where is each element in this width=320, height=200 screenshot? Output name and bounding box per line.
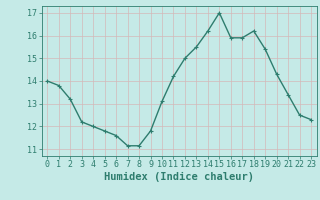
X-axis label: Humidex (Indice chaleur): Humidex (Indice chaleur) [104,172,254,182]
